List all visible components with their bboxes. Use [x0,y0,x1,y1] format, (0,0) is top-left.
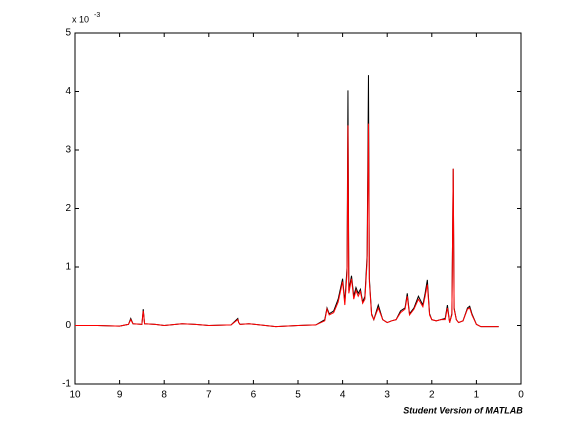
x-tick-label: 2 [429,390,435,401]
x-tick-label: 8 [161,390,167,401]
y-tick-label: 5 [65,28,71,39]
plot-area [74,32,522,385]
x-tick-label: 3 [384,390,390,401]
x-tick-label: 5 [295,390,301,401]
x-tick-label: 0 [518,390,524,401]
y-tick-label: 2 [65,203,71,214]
x-tick-label: 6 [251,390,257,401]
y-tick-label: -1 [62,379,71,390]
x-tick-label: 10 [69,390,81,401]
y-tick-label: 3 [65,145,71,156]
series-line [75,123,499,328]
x-tick-label: 1 [474,390,480,401]
x-tick-label: 9 [117,390,123,401]
y-tick-label: 1 [65,262,71,273]
x-tick-label: 7 [206,390,212,401]
y-tick-label: 4 [65,86,71,97]
exponent-power: -3 [94,12,100,19]
exponent-base: x 10 [72,14,89,24]
x-tick-label: 4 [340,390,346,401]
y-tick-label: 0 [65,320,71,331]
footer: Student Version of MATLAB [403,405,523,415]
